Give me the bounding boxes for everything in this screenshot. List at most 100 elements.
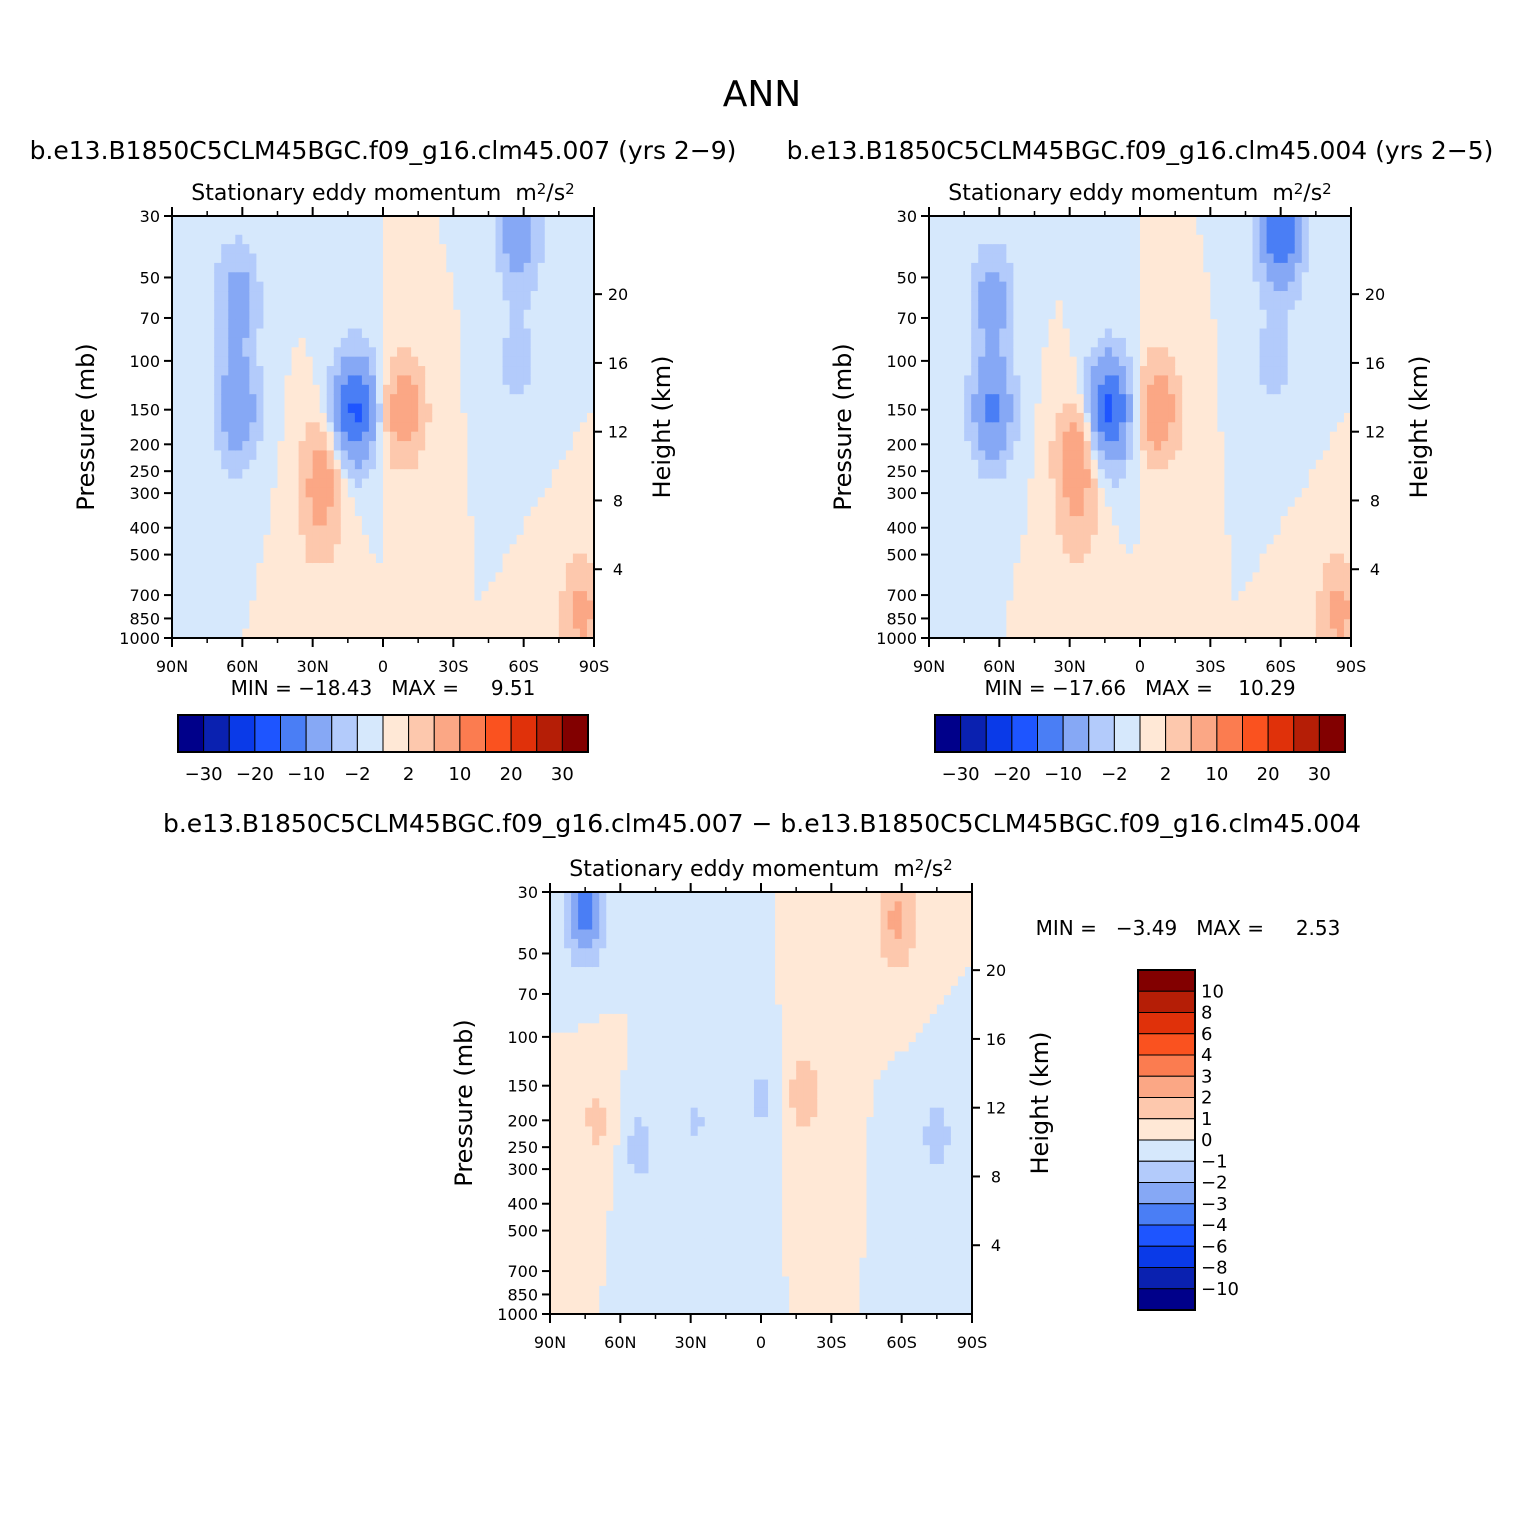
panel1-cell [214, 441, 222, 452]
panel2-cell [1196, 553, 1204, 564]
panel1-cell [305, 553, 314, 564]
panel2-cell [1111, 431, 1120, 442]
panel2-cell [1189, 487, 1197, 498]
panel2-cell [1238, 234, 1247, 245]
panel1-cell [446, 225, 454, 236]
panel2-cell [936, 628, 944, 639]
panel2-cell [1006, 441, 1014, 452]
panel2-cell [1125, 600, 1134, 611]
panel2-cell [1175, 337, 1183, 348]
panel2-cell [1168, 234, 1176, 245]
panel1-cell [565, 347, 574, 358]
panel1-cell [172, 591, 180, 602]
panel1-cell [453, 591, 461, 602]
panel1-cell [397, 309, 405, 320]
panel2-cell [1238, 572, 1247, 583]
panel2-cell [964, 534, 972, 545]
panel2-cell [985, 291, 993, 301]
panel1-cell [418, 244, 426, 255]
panel1-cell [537, 309, 546, 320]
panel1-cell [453, 337, 461, 348]
panel2-cell [1161, 534, 1169, 545]
panel1-cell [242, 619, 250, 630]
panel1-cell [270, 384, 279, 395]
panel2-cell [978, 328, 986, 339]
panel1-cell [551, 562, 560, 573]
panel2-cell [1175, 403, 1183, 414]
panel1-cell [488, 497, 497, 508]
panel2-cell [1168, 459, 1176, 470]
panel2-cell [1006, 366, 1014, 377]
panel1-cell [284, 262, 293, 273]
panel1-cell [453, 441, 461, 452]
panel1-cell [481, 225, 490, 236]
panel1-cell [340, 572, 349, 583]
panel1-cell [291, 422, 300, 433]
panel1-cell [235, 309, 243, 320]
panel1-cell [368, 262, 377, 273]
panel2-cell [999, 572, 1007, 583]
panel1-cell [495, 459, 504, 470]
panel2-cell [1125, 553, 1134, 564]
panel2-cell [1231, 422, 1240, 433]
panel2-cell [1259, 431, 1268, 442]
panel2-cell [1266, 300, 1275, 311]
panel1-cell [375, 319, 384, 330]
panel2-cell [992, 600, 1000, 611]
panel2-cell [929, 431, 937, 442]
panel1-cell [361, 450, 370, 461]
panel2-cell [1083, 225, 1092, 236]
panel1-cell [495, 506, 504, 517]
panel2-cell [1090, 300, 1099, 311]
panel2-cell [1210, 281, 1218, 292]
panel2-cell [985, 366, 993, 377]
panel2-cell [971, 553, 979, 564]
panel1-cell [390, 216, 398, 226]
panel1-cell [305, 328, 314, 339]
panel2-cell [1252, 356, 1261, 367]
panel1-cell [418, 356, 426, 367]
panel2-cell [1083, 244, 1092, 255]
panel1-cell [579, 281, 588, 292]
panel2-cell [1125, 216, 1134, 226]
panel1-cell [298, 375, 307, 386]
panel2-cell [985, 347, 993, 358]
panel2-cell [964, 253, 972, 264]
panel2-cell [1161, 497, 1169, 508]
panel1-cell [263, 581, 272, 592]
panel1-cell [242, 412, 250, 423]
panel1-cell [425, 412, 433, 423]
panel2-cell [950, 478, 958, 489]
panel1-cell [256, 525, 265, 536]
panel2-cell [1231, 328, 1240, 339]
panel1-cell [172, 403, 180, 414]
panel1-cell [256, 272, 265, 283]
panel1-cell [207, 478, 215, 489]
panel1-cell [572, 525, 581, 536]
panel1-cell [425, 534, 433, 545]
panel2-cell [1252, 544, 1261, 555]
panel1-cell [263, 544, 272, 555]
panel1-cell [228, 506, 236, 517]
panel2-cell [971, 609, 979, 620]
panel2-cell [1083, 300, 1092, 311]
panel2-cell [943, 253, 951, 264]
panel2-cell [1013, 319, 1022, 330]
panel2-cell [1118, 347, 1127, 358]
colorbar1-box [510, 714, 538, 753]
panel1-cell [214, 309, 222, 320]
panel1-cell [312, 581, 321, 592]
panel1-cell [361, 525, 370, 536]
panel1-cell [432, 291, 440, 301]
panel2-cell [1055, 281, 1064, 292]
panel2-cell [929, 441, 937, 452]
panel2-cell [1161, 562, 1169, 573]
panel1-cell [235, 244, 243, 255]
panel2-cell [1224, 431, 1233, 442]
panel1-cell [298, 300, 307, 311]
panel1-cell [347, 281, 356, 292]
panel2-cell [1090, 572, 1099, 583]
panel1-cell [572, 572, 581, 583]
panel1-cell [333, 234, 342, 245]
panel1-cell [565, 272, 574, 283]
